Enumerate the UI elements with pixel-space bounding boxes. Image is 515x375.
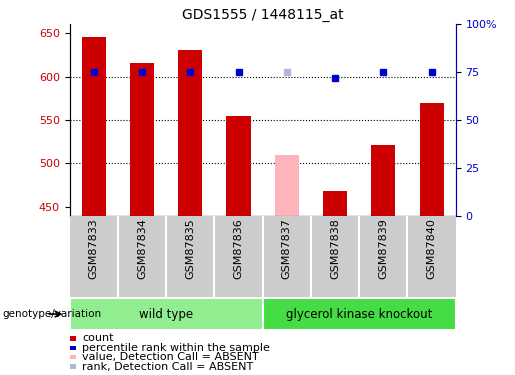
Text: glycerol kinase knockout: glycerol kinase knockout (286, 308, 433, 321)
Text: genotype/variation: genotype/variation (3, 309, 101, 319)
Bar (130, 63, 154, 216)
Text: wild type: wild type (139, 308, 193, 321)
Bar (227, 116, 251, 216)
Text: count: count (82, 333, 114, 344)
Bar (178, 51, 202, 216)
Text: percentile rank within the sample: percentile rank within the sample (82, 343, 270, 353)
Bar (371, 145, 396, 216)
Bar (323, 191, 347, 216)
Text: GSM87837: GSM87837 (282, 218, 292, 279)
Title: GDS1555 / 1448115_at: GDS1555 / 1448115_at (182, 8, 344, 22)
Bar (274, 155, 299, 216)
Bar (81, 38, 106, 216)
Text: rank, Detection Call = ABSENT: rank, Detection Call = ABSENT (82, 362, 254, 372)
Text: GSM87834: GSM87834 (137, 218, 147, 279)
Text: GSM87838: GSM87838 (330, 218, 340, 279)
Text: GSM87833: GSM87833 (89, 218, 99, 279)
Text: GSM87835: GSM87835 (185, 218, 195, 279)
Text: value, Detection Call = ABSENT: value, Detection Call = ABSENT (82, 352, 259, 362)
Text: GSM87836: GSM87836 (233, 218, 244, 279)
Text: GSM87839: GSM87839 (379, 218, 388, 279)
Text: GSM87840: GSM87840 (426, 218, 437, 279)
Bar (420, 103, 444, 216)
